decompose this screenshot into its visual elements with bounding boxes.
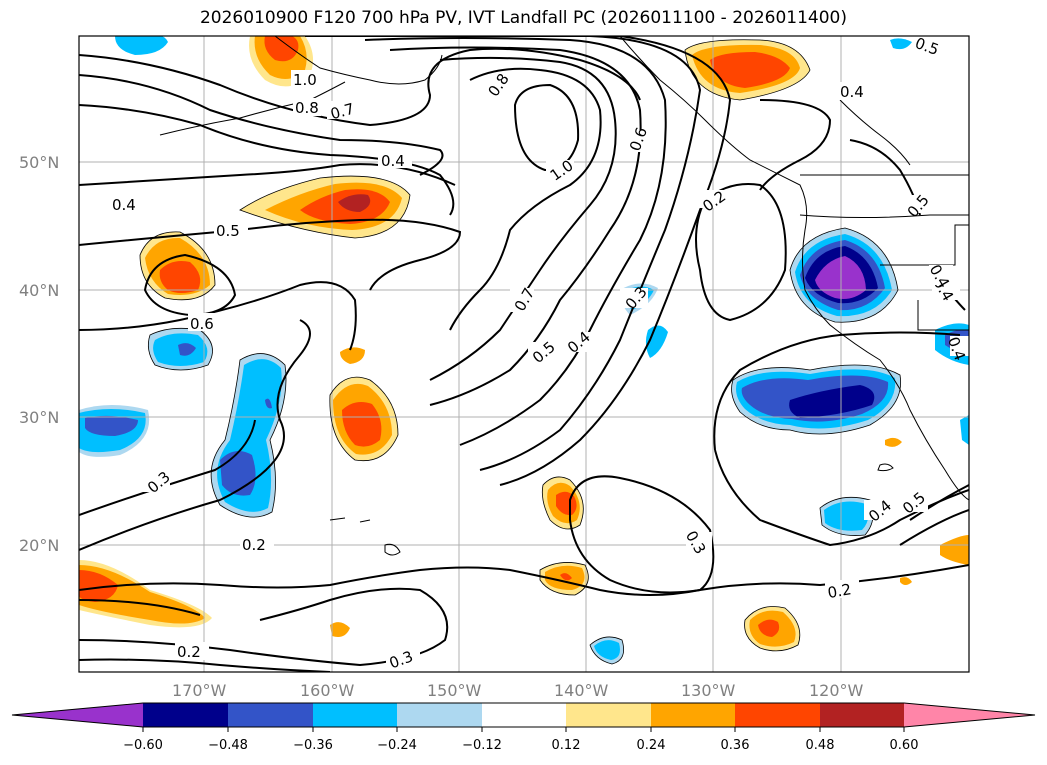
coastlines [159,36,969,556]
colorbar-bin [313,703,397,727]
colorbar-bin [566,703,651,727]
anomaly-outlines [139,39,902,665]
colorbar-bin [482,703,566,727]
lon-label: 160°W [300,681,355,700]
longitude-labels: 170°W 160°W 150°W 140°W 130°W 120°W [172,681,864,700]
colorbar-tick-label: 0.12 [552,738,581,753]
lon-label: 140°W [554,681,609,700]
lon-label: 130°W [681,681,736,700]
colorbar-bin [735,703,820,727]
lat-label: 20°N [19,536,59,555]
colorbar-tick-label: 0.24 [637,738,666,753]
contour-label: 0.5 [913,34,942,59]
contour-label: 0.2 [242,536,266,554]
contour-label: 0.2 [826,580,853,602]
contour-label: 0.7 [329,100,357,124]
colorbar-tick-label: −0.60 [123,738,163,753]
colorbar-tick-label: −0.24 [377,738,417,753]
colorbar-tick-label: 0.36 [721,738,750,753]
colorbar-extend-max [904,703,1035,727]
map-frame [78,35,970,673]
contour-label: 0.4 [381,152,405,170]
colorbar-tick-label: 0.48 [806,738,835,753]
colorbar-bin [820,703,904,727]
colorbar-bin [651,703,735,727]
lon-label: 170°W [172,681,227,700]
contour-label: 0.6 [190,315,214,333]
contour-label: 0.4 [112,196,136,214]
contour-label: 0.5 [216,222,240,240]
contour-label: 0.8 [295,99,319,117]
latitude-labels: 50°N 40°N 30°N 20°N [19,153,59,555]
contour-label: 0.2 [177,643,201,661]
cool-anomalies [79,36,969,664]
colorbar-tick-label: 0.60 [890,738,919,753]
lon-label: 150°W [427,681,482,700]
lat-label: 30°N [19,408,59,427]
colorbar-tick-label: −0.48 [208,738,248,753]
lat-label: 50°N [19,153,59,172]
colorbar-bin [143,703,228,727]
contour-label: 1.0 [293,71,317,89]
lat-label: 40°N [19,281,59,300]
colorbar: −0.60 −0.48 −0.36 −0.24 −0.12 0.12 0.24 … [11,702,1036,753]
warm-anomalies [79,36,969,651]
map-title: 2026010900 F120 700 hPa PV, IVT Landfall… [199,8,847,28]
colorbar-extend-min [12,703,143,727]
lon-label: 120°W [809,681,864,700]
contour-label: 0.4 [840,83,864,101]
colorbar-bin [397,703,482,727]
colorbar-bin [228,703,313,727]
colorbar-tick-label: −0.36 [293,738,333,753]
colorbar-tick-label: −0.12 [462,738,502,753]
